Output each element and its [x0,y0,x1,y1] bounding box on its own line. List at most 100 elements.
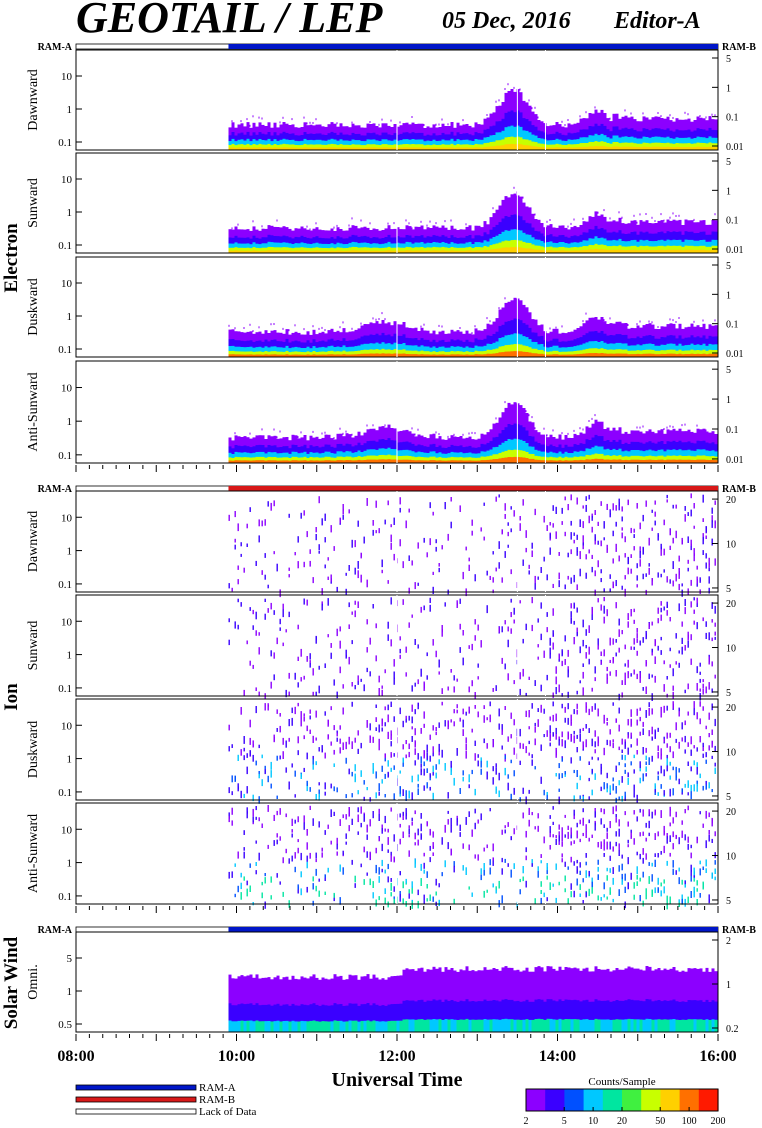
spectrogram-cell [483,502,485,506]
spectrogram-cell [699,429,703,442]
spectrogram-cell [402,144,406,148]
spectrogram-cell [687,459,691,464]
spectrogram-cell [267,250,271,254]
spectrogram-cell [465,354,469,358]
spectrogram-cell [513,791,515,795]
spectrogram-cell [600,767,602,771]
spectrogram-cell [465,139,469,145]
spectrogram-cell [234,511,236,518]
spectrogram-cell [405,219,407,222]
spectrogram-cell [639,354,643,358]
spectrogram-cell [663,118,667,131]
spectrogram-cell [606,677,608,684]
spectrogram-cell [489,245,493,250]
spectrogram-cell [357,790,359,795]
spectrogram-cell [240,457,244,461]
spectrogram-cell [435,145,439,149]
spectrogram-cell [384,353,388,358]
spectrogram-cell [489,353,493,358]
spectrogram-cell [399,243,403,249]
spectrogram-cell [390,597,392,605]
spectrogram-cell [597,598,599,603]
spectrogram-cell [480,236,484,244]
spectrogram-cell [600,604,602,611]
spectrogram-cell [618,349,622,354]
spectrogram-cell [387,250,391,254]
spectrogram-cell [702,249,706,254]
spectrogram-cell [702,679,704,683]
spectrogram-cell [342,250,346,254]
spectrogram-cell [573,235,577,243]
spectrogram-cell [552,583,554,588]
spectrogram-cell [687,337,691,346]
spectrogram-cell [363,242,367,248]
spectrogram-cell [711,249,715,254]
spectrogram-cell [672,425,674,428]
spectrogram-cell [669,323,673,336]
spectrogram-cell [300,354,304,358]
spectrogram-cell [645,146,649,151]
spectrogram-cell [576,627,578,636]
spectrogram-cell [495,121,499,133]
spectrogram-cell [552,732,554,737]
spectrogram-cell [711,450,715,457]
spectrogram-cell [564,771,566,775]
spectrogram-cell [300,334,304,343]
spectrogram-cell [528,327,532,340]
spectrogram-cell [552,125,556,135]
spectrogram-cell [705,116,707,119]
spectrogram-cell [393,793,395,801]
spectrogram-cell [417,542,419,549]
spectrogram-cell [324,791,326,796]
spectrogram-cell [453,721,455,727]
spectrogram-cell [612,239,616,247]
spectrogram-cell [633,754,635,759]
spectrogram-cell [627,142,631,148]
spectrogram-cell [675,143,679,148]
spectrogram-cell [471,431,473,434]
spectrogram-cell [690,249,694,254]
spectrogram-cell [606,503,608,510]
spectrogram-cell [594,570,596,577]
spectrogram-cell [675,231,679,241]
spectrogram-cell [612,657,614,663]
spectrogram-cell [672,537,674,544]
spectrogram-cell [498,140,502,146]
spectrogram-cell [282,737,284,745]
spectrogram-cell [552,350,556,355]
spectrogram-cell [381,312,383,315]
spectrogram-cell [516,319,520,335]
spectrogram-cell [684,111,686,114]
spectrogram-cell [270,460,274,464]
spectrogram-cell [609,240,613,247]
spectrogram-cell [288,237,292,244]
spectrogram-cell [576,690,578,695]
spectrogram-cell [273,435,277,446]
spectrogram-cell [363,127,367,136]
spectrogram-cell [654,246,658,251]
spectrogram-cell [288,147,292,151]
spectrogram-cell [456,139,460,145]
spectrogram-cell [444,247,448,251]
spectrogram-cell [639,345,643,352]
spectrogram-cell [273,445,277,453]
spectrogram-cell [252,115,254,118]
spectrogram-cell [354,225,358,236]
spectrogram-cell [693,460,697,464]
spectrogram-cell [708,353,712,358]
spectrogram-cell [402,720,404,728]
spectrogram-cell [321,238,325,245]
spectrogram-cell [489,455,493,461]
spectrogram-cell [561,225,565,236]
spectrogram-cell [624,769,626,774]
spectrogram-cell [309,660,311,665]
spectrogram-cell [597,436,601,447]
spectrogram-cell [486,353,490,358]
spectrogram-cell [465,124,469,134]
spectrogram-cell [531,332,535,343]
spectrogram-cell [486,459,490,464]
spectrogram-cell [432,246,436,251]
spectrogram-cell [645,117,649,130]
spectrogram-cell [432,792,434,798]
spectrogram-cell [612,245,616,251]
